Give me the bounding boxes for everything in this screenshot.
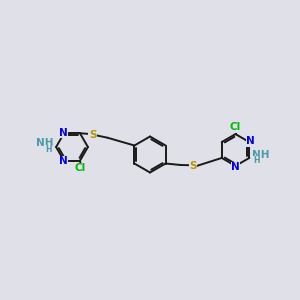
Text: H: H [254,157,260,166]
Text: Cl: Cl [75,163,86,173]
Text: N: N [246,136,255,146]
Text: S: S [89,130,96,140]
Text: N: N [59,128,68,138]
Text: N: N [231,162,240,172]
Text: H: H [45,146,52,154]
Text: S: S [189,160,197,171]
Text: N: N [59,156,68,167]
Text: NH: NH [36,138,53,148]
Text: Cl: Cl [230,122,241,133]
Text: NH: NH [252,150,269,160]
